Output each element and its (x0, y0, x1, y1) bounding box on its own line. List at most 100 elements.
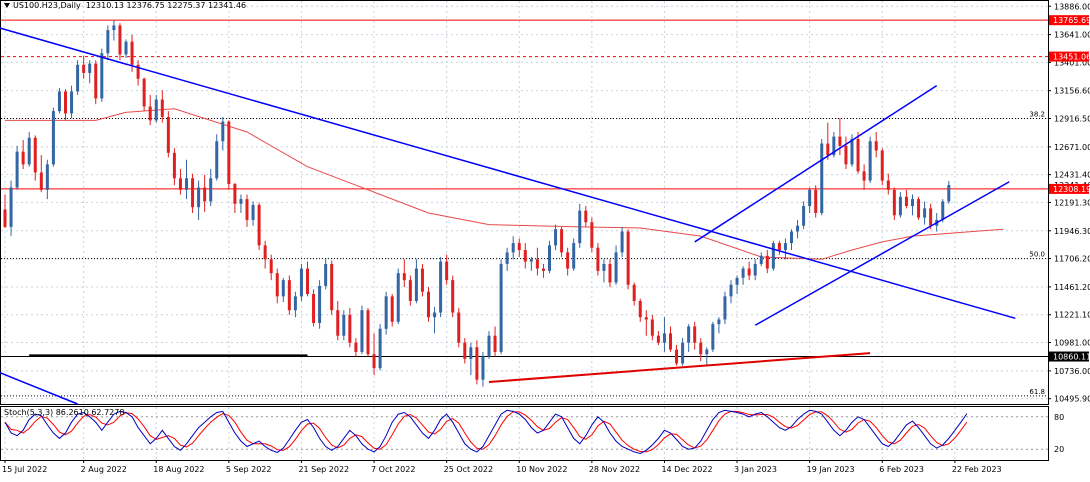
candle-bear (475, 347, 479, 380)
candle-bear (638, 300, 642, 318)
x-tick-label: 22 Feb 2023 (952, 465, 1002, 474)
candle-bear (348, 314, 352, 343)
candle-bear (917, 199, 921, 218)
candle-bear (445, 261, 449, 281)
x-tick-label: 21 Sep 2022 (298, 465, 349, 474)
candle-bull (76, 64, 80, 92)
stoch-label: Stoch(5,3,3) 86.2610 62.7278 (4, 408, 125, 417)
candle-bull (687, 326, 691, 343)
candle-bull (717, 319, 721, 325)
candle-bull (705, 349, 709, 355)
candle-bear (747, 268, 751, 276)
candle-bull (820, 143, 824, 213)
x-tick-label: 15 Jul 2022 (2, 465, 47, 474)
trendline (754, 181, 1010, 326)
candle-bear (862, 171, 866, 181)
y-tick-label: 13401.00 (1054, 58, 1090, 67)
candle-bull (27, 137, 31, 165)
candle-bull (112, 25, 116, 31)
candle-bear (64, 91, 67, 114)
candle-bull (251, 204, 255, 220)
stoch-main-line (4, 409, 968, 455)
candle-bear (33, 137, 37, 173)
candle-bull (124, 41, 128, 55)
candle-bear (336, 310, 340, 336)
stoch-level-label: 20 (1054, 445, 1064, 454)
candle-bear (826, 143, 830, 156)
candle-bear (372, 354, 376, 369)
candle-bear (178, 178, 182, 190)
stoch-signal-line (4, 410, 968, 453)
moving-average-line (5, 108, 1004, 260)
y-tick-label: 10981.00 (1054, 339, 1090, 348)
y-tick-label: 12191.30 (1054, 198, 1090, 207)
candle-bull (239, 199, 243, 204)
trendline (488, 352, 871, 384)
candle-bear (838, 136, 842, 146)
candle-bull (505, 252, 509, 264)
candle-bull (481, 356, 485, 380)
candle-bull (741, 268, 745, 278)
y-tick-label: 10495.90 (1054, 395, 1090, 404)
candle-bull (771, 243, 775, 269)
ohlc-values: 12310.13 12376.75 12275.37 12341.46 (85, 1, 247, 10)
candle-bear (257, 204, 261, 246)
price-label: 13451.06 (1053, 53, 1090, 62)
candle-bear (777, 243, 781, 251)
candle-bear (233, 184, 237, 204)
candle-bear (306, 268, 309, 295)
candle-bull (342, 314, 346, 336)
candle-bear (142, 78, 146, 107)
y-tick-label: 11946.30 (1054, 227, 1090, 236)
candle-bear (269, 259, 273, 274)
stoch-header: Stoch(5,3,3) 86.2610 62.7278 (4, 408, 124, 417)
candle-bear (560, 229, 564, 253)
candle-bull (154, 99, 158, 121)
candle-bear (765, 255, 769, 269)
candle-bull (70, 91, 74, 114)
candle-bear (856, 138, 860, 172)
candle-bear (245, 199, 249, 220)
candle-bull (433, 312, 437, 318)
candle-bull (384, 296, 388, 329)
candle-bear (166, 116, 170, 153)
candle-bull (572, 243, 576, 269)
candle-bear (844, 145, 848, 165)
candle-bull (360, 310, 364, 352)
price-label: 12308.19 (1053, 185, 1090, 194)
symbol-label: US100.H23,Daily (13, 1, 81, 10)
candle-bear (517, 243, 521, 251)
candle-bear (3, 209, 7, 227)
candle-bear (675, 349, 679, 364)
candle-bull (529, 259, 533, 262)
candle-bull (324, 263, 328, 286)
candle-bull (783, 243, 787, 251)
candle-bull (185, 178, 188, 190)
candle-bear (118, 25, 122, 55)
candle-bull (711, 324, 715, 350)
triangle-down-icon[interactable] (4, 3, 10, 8)
candle-bear (287, 280, 291, 311)
candle-bear (590, 222, 594, 248)
x-tick-label: 25 Oct 2022 (444, 465, 493, 474)
candle-bull (215, 141, 219, 179)
candle-bull (281, 280, 285, 297)
candle-bear (160, 99, 164, 117)
x-tick-label: 6 Feb 2023 (879, 465, 924, 474)
x-tick-label: 19 Jan 2023 (807, 465, 855, 474)
candle-bear (263, 245, 267, 260)
candle-bear (420, 268, 424, 292)
candle-bull (414, 268, 418, 301)
candle-bear (39, 172, 43, 190)
candle-bull (100, 53, 104, 99)
candle-bear (584, 210, 588, 223)
candle-bear (693, 326, 697, 343)
candle-bear (929, 208, 933, 226)
candle-bull (45, 164, 49, 190)
candle-bear (535, 259, 539, 269)
x-tick-label: 14 Dec 2022 (661, 465, 712, 474)
candle-bull (729, 284, 733, 297)
candle-bear (203, 187, 207, 202)
candle-bull (548, 245, 551, 271)
candle-bull (614, 252, 618, 283)
